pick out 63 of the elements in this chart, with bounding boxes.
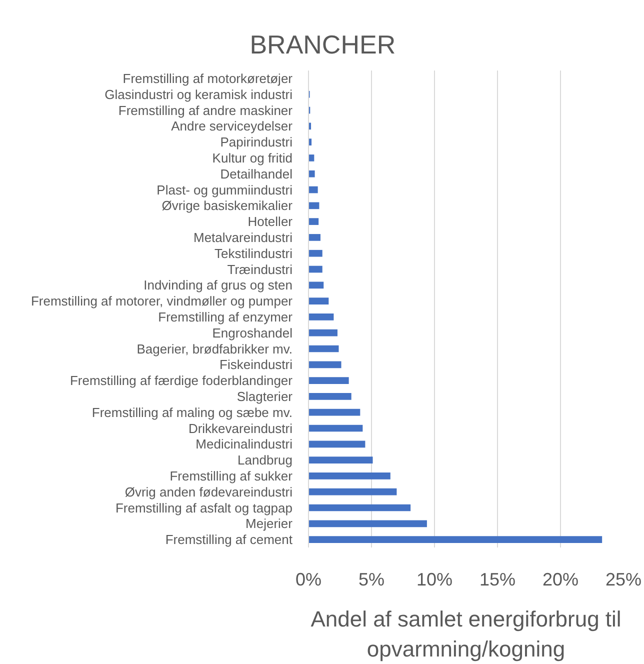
y-tick-label: Hoteller [248, 214, 294, 230]
y-tick-label: Tekstilindustri [214, 246, 293, 261]
y-tick-label: Indvinding af grus og sten [144, 278, 293, 293]
x-tick-label: 15% [479, 570, 516, 590]
bar [308, 298, 329, 304]
bar [308, 424, 363, 432]
bar [308, 536, 602, 543]
y-tick-label: Engroshandel [212, 325, 293, 340]
bar [308, 488, 397, 496]
x-tick-label: 20% [542, 570, 579, 590]
x-axis-title: Andel af samlet energiforbrug til opvarmning/kogning [310, 606, 622, 662]
y-tick-label: Mejerier [246, 516, 294, 532]
bar [308, 329, 338, 336]
bar [308, 314, 334, 320]
y-tick-label: Andre serviceydelser [171, 118, 294, 134]
y-tick-label: Fremstilling af asfalt og tagpap [115, 500, 293, 516]
y-tick-label: Plast- og gummiindustri [156, 182, 293, 198]
y-tick-label: Landbrug [238, 452, 293, 468]
y-tick-label: Fremstilling af motorkøretøjer [122, 70, 294, 86]
y-tick-label: Fremstilling af færdige foderblandinger [70, 373, 294, 388]
y-tick-label: Fremstilling af motorer, vindmøller og pumper [30, 294, 294, 309]
chart-title: BRANCHER [250, 30, 396, 60]
bar [308, 520, 427, 528]
bar [308, 345, 339, 352]
bar [308, 408, 360, 416]
bar [308, 218, 319, 225]
y-tick-label: Fiskeindustri [220, 357, 293, 372]
bar [308, 393, 352, 400]
bar [308, 504, 411, 512]
y-tick-label: Metalvareindustri [194, 230, 293, 245]
y-tick-label: Medicinalindustri [196, 436, 293, 452]
bar [308, 472, 390, 480]
bar [308, 377, 349, 384]
y-tick-label: Glasindustri og keramisk industri [104, 86, 293, 102]
y-tick-label: Papirindustri [220, 134, 293, 150]
bar [308, 202, 320, 210]
y-tick-label: Slagterier [236, 388, 294, 404]
y-tick-label: Fremstilling af maling og sæbe mv. [92, 404, 293, 420]
y-tick-label: Øvrige basiskemikalier [162, 198, 294, 214]
bar [308, 440, 366, 448]
bar [308, 361, 342, 368]
y-tick-label: Fremstilling af sukker [170, 468, 294, 484]
bar [308, 234, 320, 241]
y-tick-label: Detailhandel [220, 166, 293, 182]
bar [308, 266, 322, 273]
x-tick-label: 10% [416, 570, 453, 590]
y-tick-label: Fremstilling af andre maskiner [118, 102, 294, 118]
bar [308, 154, 314, 162]
y-tick-label: Fremstilling af cement [165, 532, 293, 548]
bar [308, 250, 322, 257]
y-tick-label: Kultur og fritid [212, 150, 292, 166]
x-tick-label: 25% [605, 570, 642, 590]
y-tick-label: Bagerier, brødfabrikker mv. [136, 341, 293, 356]
bar [308, 186, 318, 194]
y-tick-label: Fremstilling af enzymer [158, 309, 294, 324]
x-tick-label: 0% [295, 570, 322, 590]
bar [308, 170, 315, 178]
bar [308, 282, 324, 289]
x-tick-label: 5% [358, 570, 385, 590]
y-tick-label: Drikkevareindustri [188, 420, 293, 436]
bar [308, 456, 373, 464]
y-tick-label: Øvrig anden fødevareindustri [124, 484, 293, 500]
y-tick-label: Træindustri [227, 262, 293, 277]
